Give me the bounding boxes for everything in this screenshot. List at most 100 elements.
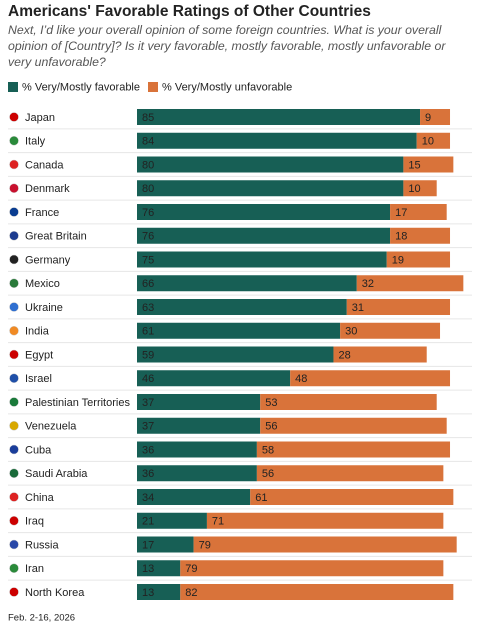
chart-title: Americans' Favorable Ratings of Other Co… xyxy=(8,3,371,20)
bar-segment xyxy=(206,512,444,529)
flag-icon xyxy=(9,254,19,265)
value-label: 37 xyxy=(142,421,154,433)
flag-icon xyxy=(9,492,19,502)
bar-segment xyxy=(340,322,441,339)
legend-swatch xyxy=(148,82,158,92)
category-label: Germany xyxy=(25,254,71,266)
category-label: North Korea xyxy=(25,587,85,599)
bar-segment xyxy=(346,299,451,315)
value-label: 21 xyxy=(142,516,154,528)
category-label: Canada xyxy=(25,159,64,171)
flag-icon xyxy=(9,444,19,455)
flag-icon xyxy=(9,159,19,170)
value-label: 36 xyxy=(142,444,154,456)
category-label: Iraq xyxy=(25,516,44,528)
bar-segment xyxy=(180,584,454,600)
category-label: Russia xyxy=(25,539,60,551)
bar-segment xyxy=(420,109,451,125)
flag-icon xyxy=(9,207,19,217)
bar-segment xyxy=(137,394,261,410)
bar-segment xyxy=(137,441,257,458)
value-label: 34 xyxy=(142,492,154,504)
category-label: Mexico xyxy=(25,278,60,290)
bar-segment xyxy=(180,560,444,577)
bar-segment xyxy=(290,370,451,387)
bar-segment xyxy=(137,489,251,505)
bar-segment xyxy=(260,417,447,434)
bar-segment xyxy=(137,251,387,268)
value-label: 17 xyxy=(395,207,407,219)
flag-icon xyxy=(9,563,19,573)
bar-segment xyxy=(137,370,291,387)
bar-segment xyxy=(260,394,437,410)
category-label: Saudi Arabia xyxy=(25,468,88,480)
category-label: Great Britain xyxy=(25,231,87,243)
bar-segment xyxy=(137,417,261,434)
bar-segment xyxy=(137,512,207,529)
value-label: 80 xyxy=(142,183,154,195)
flag-icon xyxy=(9,516,19,526)
value-label: 85 xyxy=(142,112,154,124)
flag-icon xyxy=(9,587,19,597)
bar-segment xyxy=(390,204,447,220)
flag-icon xyxy=(9,397,19,407)
flag-icon xyxy=(9,373,19,383)
bar-segment xyxy=(137,109,421,125)
value-label: 84 xyxy=(142,136,154,148)
value-label: 46 xyxy=(142,373,154,385)
flag-icon xyxy=(9,112,19,122)
value-label: 18 xyxy=(395,231,407,243)
footnote: Feb. 2-16, 2026 xyxy=(8,613,75,624)
bar-segment xyxy=(403,156,454,173)
category-label: Iran xyxy=(25,563,44,575)
value-label: 37 xyxy=(142,397,154,409)
legend-label: % Very/Mostly favorable xyxy=(22,81,140,93)
value-label: 71 xyxy=(212,516,224,528)
value-label: 58 xyxy=(262,444,274,456)
bar-segment xyxy=(137,536,194,553)
value-label: 61 xyxy=(142,326,154,338)
value-label: 66 xyxy=(142,278,154,290)
bar-segment xyxy=(137,465,257,482)
category-label: Italy xyxy=(25,136,46,148)
category-label: Ukraine xyxy=(25,302,63,314)
value-label: 32 xyxy=(362,278,374,290)
value-label: 63 xyxy=(142,302,154,314)
value-label: 76 xyxy=(142,231,154,243)
category-label: France xyxy=(25,207,59,219)
value-label: 19 xyxy=(392,254,404,266)
value-label: 30 xyxy=(345,326,357,338)
legend-swatch xyxy=(8,82,18,92)
value-label: 13 xyxy=(142,587,154,599)
category-label: Cuba xyxy=(25,444,52,456)
category-label: China xyxy=(25,492,55,504)
bar-segment xyxy=(333,346,427,363)
value-label: 80 xyxy=(142,159,154,171)
bar-segment xyxy=(416,132,451,149)
value-label: 17 xyxy=(142,539,154,551)
value-label: 75 xyxy=(142,254,154,266)
flag-icon xyxy=(9,231,19,241)
value-label: 10 xyxy=(408,183,420,195)
bar-segment xyxy=(137,299,347,315)
flag-icon xyxy=(9,468,19,478)
bar-segment xyxy=(390,227,451,244)
bar-segment xyxy=(137,227,391,244)
value-label: 48 xyxy=(295,373,307,385)
bar-segment xyxy=(386,251,451,268)
bar-segment xyxy=(256,465,444,482)
category-label: India xyxy=(25,326,50,338)
legend-label: % Very/Mostly unfavorable xyxy=(162,81,292,93)
bar-segment xyxy=(137,180,404,197)
category-label: Israel xyxy=(25,373,52,385)
flag-icon xyxy=(9,136,19,146)
value-label: 15 xyxy=(408,159,420,171)
value-label: 36 xyxy=(142,468,154,480)
bar-segment xyxy=(137,322,341,339)
value-label: 56 xyxy=(265,421,277,433)
flag-icon xyxy=(9,278,19,288)
value-label: 79 xyxy=(185,563,197,575)
category-label: Palestinian Territories xyxy=(25,397,130,409)
bar-segment xyxy=(356,275,464,292)
